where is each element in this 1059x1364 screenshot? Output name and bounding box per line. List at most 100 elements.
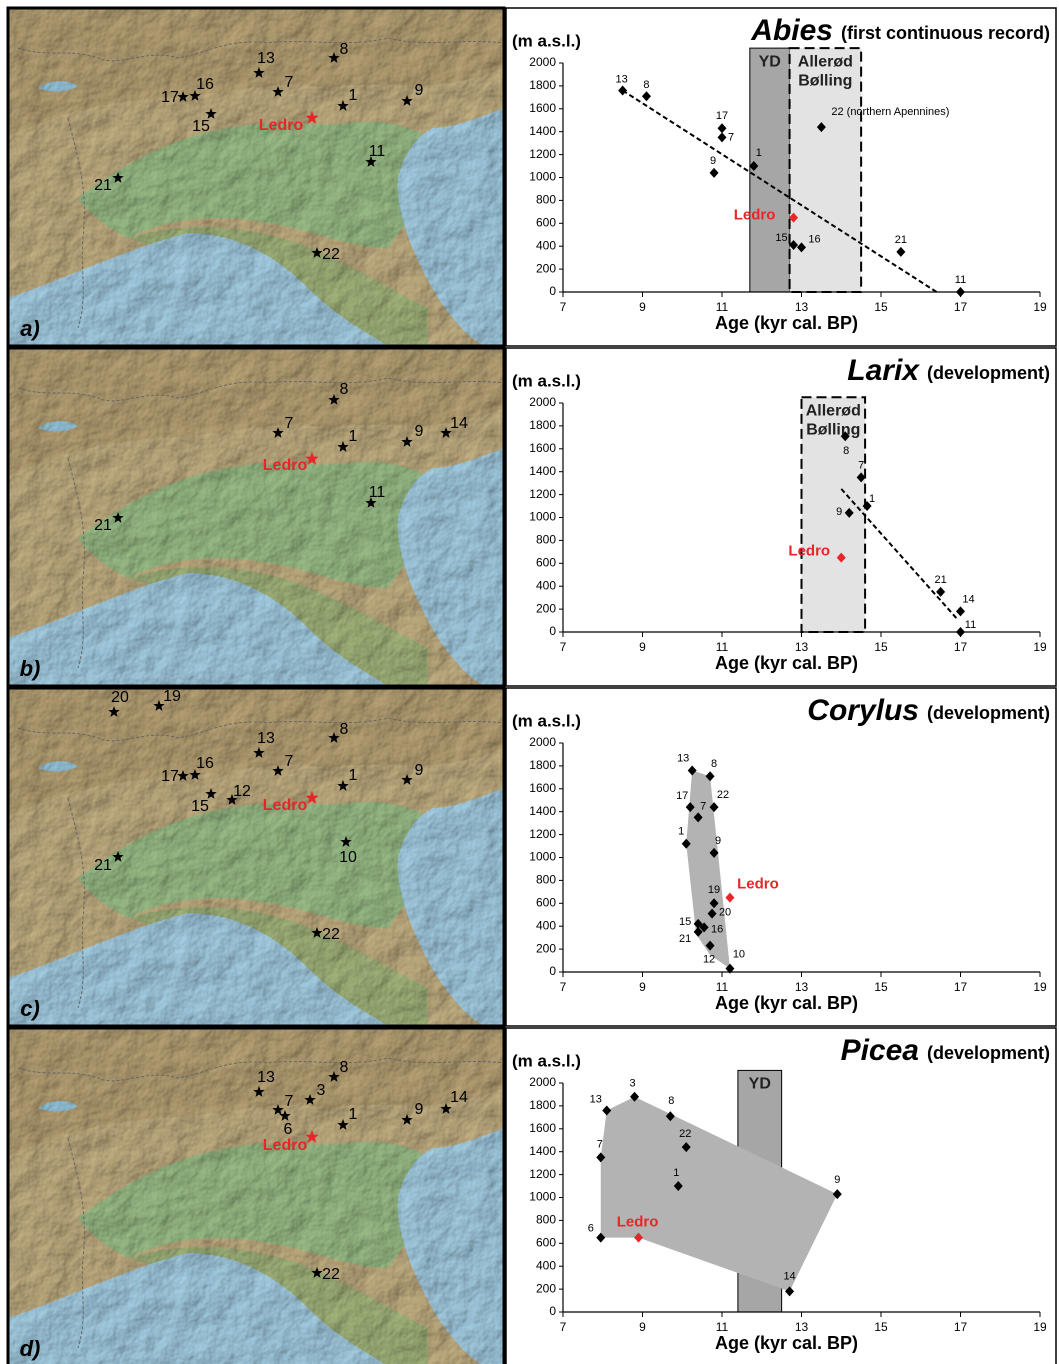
chart-subtitle: (development) <box>927 703 1050 723</box>
x-axis-label: Age (kyr cal. BP) <box>715 653 858 673</box>
point-label: 22 <box>717 789 729 801</box>
y-tick-label: 400 <box>536 238 556 252</box>
point-label: 21 <box>935 574 947 586</box>
site-label: 12 <box>233 783 251 800</box>
y-tick-label: 1400 <box>529 124 556 138</box>
site-label: 3 <box>317 1082 326 1099</box>
site-label: 1 <box>349 767 358 784</box>
site-label: 13 <box>257 1069 275 1086</box>
y-tick-label: 200 <box>536 261 556 275</box>
ledro-label: Ledro <box>734 207 776 224</box>
x-tick-label: 9 <box>639 640 646 654</box>
point-label: 9 <box>836 506 842 518</box>
x-tick-label: 9 <box>639 300 646 314</box>
ledro-label: Ledro <box>617 1214 659 1231</box>
ledro-label: Ledro <box>737 876 779 893</box>
site-label: 21 <box>94 857 112 874</box>
y-tick-label: 400 <box>536 1258 556 1272</box>
point-label: 14 <box>962 593 974 605</box>
y-tick-label: 1000 <box>529 850 556 864</box>
point-label: 1 <box>678 826 684 838</box>
site-label: 8 <box>340 381 349 398</box>
point-label: 21 <box>679 933 691 945</box>
site-label: 17 <box>161 768 179 785</box>
map-relief <box>8 348 504 686</box>
y-tick-label: 1200 <box>529 147 556 161</box>
point-label: 7 <box>700 800 706 812</box>
x-tick-label: 9 <box>639 1320 646 1334</box>
ledro-label: Ledro <box>263 1137 308 1154</box>
chart-subtitle: (first continuous record) <box>841 23 1050 43</box>
site-label: 22 <box>322 1266 340 1283</box>
y-axis-label: (m a.s.l.) <box>512 711 581 730</box>
x-axis-label: Age (kyr cal. BP) <box>715 1333 858 1353</box>
point-label: 15 <box>775 232 787 244</box>
x-axis-label: Age (kyr cal. BP) <box>715 313 858 333</box>
site-label: 21 <box>94 517 112 534</box>
site-label: 9 <box>415 82 424 99</box>
y-axis-label: (m a.s.l.) <box>512 31 581 50</box>
band-label: Allerød <box>806 402 861 419</box>
site-label: 19 <box>163 688 181 705</box>
y-tick-label: 1200 <box>529 827 556 841</box>
site-label: 13 <box>257 50 275 67</box>
band-label: Allerød <box>798 53 853 70</box>
y-tick-label: 0 <box>549 964 556 978</box>
point-label: 21 <box>895 234 907 246</box>
site-label: 9 <box>415 423 424 440</box>
map-terrain <box>8 688 504 1026</box>
y-tick-label: 1200 <box>529 487 556 501</box>
y-tick-label: 1000 <box>529 510 556 524</box>
y-tick-label: 800 <box>536 193 556 207</box>
x-tick-label: 19 <box>1033 1320 1047 1334</box>
point-label: 13 <box>616 73 628 85</box>
y-tick-label: 2000 <box>529 395 556 409</box>
x-tick-label: 19 <box>1033 300 1047 314</box>
point-label: 1 <box>869 493 875 505</box>
site-label: 21 <box>94 177 112 194</box>
chart-title: Picea <box>841 1034 919 1067</box>
map-relief <box>8 1028 504 1364</box>
site-label: 22 <box>322 246 340 263</box>
y-tick-label: 800 <box>536 1213 556 1227</box>
x-tick-label: 19 <box>1033 980 1047 994</box>
site-label: 8 <box>340 41 349 58</box>
map-terrain <box>8 1028 504 1364</box>
site-label: 1 <box>349 428 358 445</box>
y-tick-label: 2000 <box>529 1075 556 1089</box>
point-label: 7 <box>728 131 734 143</box>
point-label: 19 <box>708 884 720 896</box>
ledro-label: Ledro <box>259 117 304 134</box>
point-label: 8 <box>711 758 717 770</box>
panel-letter: b) <box>20 656 41 681</box>
ledro-label: Ledro <box>788 543 830 560</box>
panel-frame <box>506 688 1056 1026</box>
site-label: 14 <box>450 1089 468 1106</box>
point-label: 8 <box>668 1095 674 1107</box>
y-tick-label: 2000 <box>529 735 556 749</box>
site-label: 11 <box>369 484 386 501</box>
point-label: 9 <box>834 1174 840 1186</box>
site-label: 16 <box>196 755 214 772</box>
point-label: 15 <box>679 916 691 928</box>
x-tick-label: 17 <box>954 300 968 314</box>
site-label: 16 <box>196 76 214 93</box>
y-tick-label: 1600 <box>529 781 556 795</box>
site-label: 15 <box>192 118 210 135</box>
band-label: YD <box>759 53 781 70</box>
site-label: 7 <box>285 415 294 432</box>
figure: 138161771915112122Ledroa)8719141121Ledro… <box>0 0 1059 1364</box>
site-label: 13 <box>257 730 275 747</box>
site-label: 1 <box>349 87 358 104</box>
point-label: 14 <box>783 1270 795 1282</box>
map-relief <box>8 8 504 346</box>
site-label: 9 <box>415 762 424 779</box>
y-tick-label: 1600 <box>529 101 556 115</box>
site-label: 10 <box>339 849 357 866</box>
y-axis-label: (m a.s.l.) <box>512 371 581 390</box>
y-tick-label: 1800 <box>529 758 556 772</box>
band-label: YD <box>749 1076 771 1093</box>
x-tick-label: 15 <box>874 640 888 654</box>
y-tick-label: 1400 <box>529 1144 556 1158</box>
